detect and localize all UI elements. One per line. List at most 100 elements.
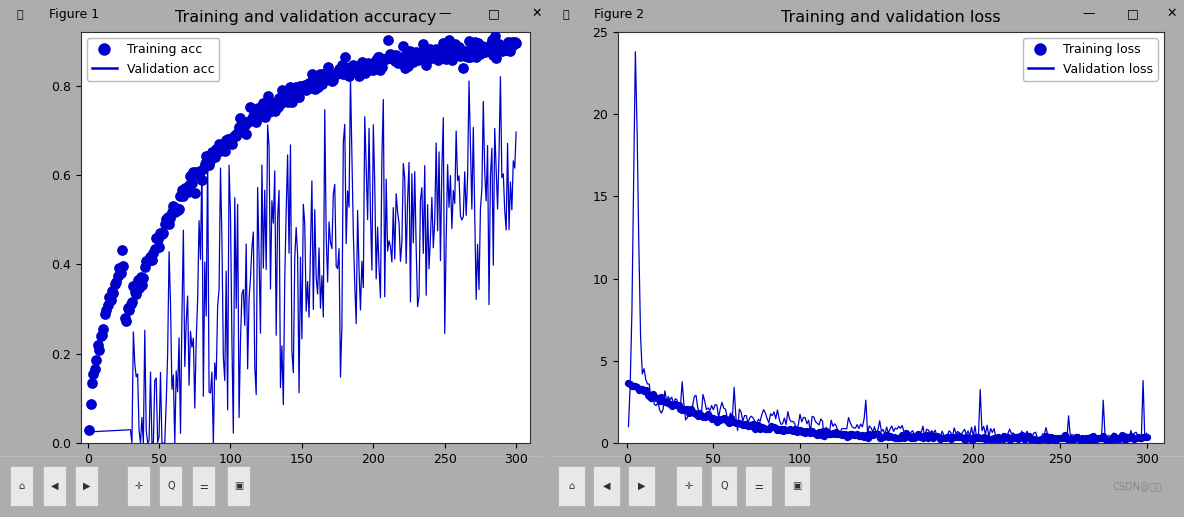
Training loss	[765, 422, 784, 431]
Bar	[593, 466, 619, 506]
Training acc	[465, 38, 484, 46]
Training loss	[855, 432, 874, 440]
Training acc	[229, 127, 247, 135]
Training loss	[871, 433, 890, 442]
Training acc	[491, 42, 510, 50]
Text: 🔵: 🔵	[17, 10, 22, 20]
Training loss	[1121, 432, 1140, 440]
Training acc	[274, 98, 292, 106]
Training loss	[1004, 433, 1023, 441]
Training acc	[155, 220, 174, 228]
Training acc	[224, 133, 243, 141]
Training loss	[792, 428, 811, 436]
Training acc	[104, 288, 123, 297]
Training loss	[1009, 435, 1028, 443]
Validation loss	[623, 383, 637, 389]
Training acc	[208, 146, 227, 154]
Training loss	[1038, 436, 1057, 444]
Training acc	[485, 32, 504, 40]
Training loss	[623, 382, 642, 390]
Training acc	[466, 53, 485, 61]
Training acc	[405, 56, 424, 64]
Training loss	[837, 433, 856, 441]
Training acc	[210, 140, 229, 148]
Training acc	[117, 316, 136, 325]
Training loss	[967, 434, 986, 442]
Training loss	[635, 387, 654, 396]
Training loss	[1000, 436, 1019, 444]
Training loss	[907, 433, 926, 441]
Training acc	[452, 47, 471, 55]
Training acc	[391, 57, 410, 65]
Training acc	[218, 134, 237, 143]
Training loss	[982, 434, 1000, 443]
Training acc	[468, 39, 487, 47]
Training acc	[443, 55, 462, 64]
Training loss	[953, 434, 972, 442]
Training loss	[619, 379, 638, 387]
Training acc	[501, 47, 520, 55]
Training loss	[1118, 433, 1137, 442]
Training loss	[1035, 434, 1054, 443]
Training loss	[990, 435, 1009, 444]
Training acc	[197, 152, 215, 160]
Training acc	[103, 286, 122, 295]
Bar	[227, 466, 250, 506]
Training acc	[144, 249, 163, 257]
Training loss	[1124, 434, 1143, 442]
Training loss	[825, 430, 844, 438]
Training acc	[122, 298, 141, 307]
Training acc	[458, 53, 477, 61]
Training loss	[772, 424, 791, 433]
Training acc	[174, 192, 193, 200]
Training loss	[732, 420, 751, 429]
Training acc	[245, 113, 264, 121]
Training acc	[285, 86, 304, 95]
Training acc	[99, 293, 118, 301]
Training loss	[821, 430, 839, 438]
Training loss	[829, 430, 848, 438]
Training loss	[1127, 434, 1146, 442]
Training loss	[1036, 432, 1055, 440]
Training loss	[1028, 435, 1047, 444]
Training loss	[671, 404, 690, 413]
Training loss	[656, 398, 675, 406]
Training acc	[146, 245, 165, 253]
Training loss	[957, 433, 976, 442]
Training loss	[794, 427, 813, 435]
Training acc	[371, 66, 390, 74]
Training loss	[811, 430, 830, 438]
Training acc	[388, 59, 407, 67]
Training acc	[182, 179, 201, 187]
Training loss	[721, 414, 740, 422]
Training loss	[991, 434, 1010, 443]
Training acc	[320, 74, 339, 82]
Training loss	[706, 415, 725, 423]
Training acc	[332, 69, 350, 77]
Training acc	[292, 82, 311, 90]
Validation acc	[445, 225, 459, 232]
Training loss	[934, 434, 953, 442]
Training loss	[747, 420, 766, 429]
Training acc	[438, 43, 457, 51]
Training acc	[436, 46, 455, 54]
Training acc	[302, 69, 321, 78]
Training acc	[463, 48, 482, 56]
Training acc	[498, 38, 517, 47]
Training acc	[308, 82, 327, 90]
Training loss	[1005, 434, 1024, 443]
Training loss	[1082, 433, 1101, 441]
Training acc	[126, 288, 144, 296]
Training loss	[1023, 435, 1042, 443]
Training loss	[650, 397, 669, 405]
Training loss	[1102, 435, 1121, 443]
Training loss	[823, 429, 842, 437]
Training loss	[766, 423, 785, 432]
Training loss	[752, 423, 771, 432]
Training loss	[676, 406, 695, 414]
Training acc	[305, 85, 324, 93]
Training acc	[217, 136, 236, 144]
Training acc	[256, 113, 275, 121]
Training loss	[910, 433, 929, 442]
Training loss	[1083, 432, 1102, 440]
